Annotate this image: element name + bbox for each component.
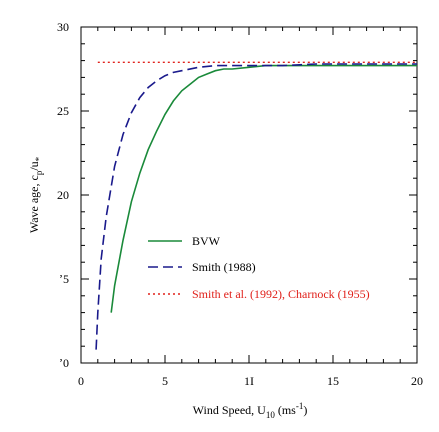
y-tick-label: 25 [57,104,69,118]
series-line-smith-1988 [95,63,417,350]
y-tick-label: ʼ5 [59,272,69,286]
x-axis-ticks: 0 5 1Ι 15 20 [78,27,423,388]
x-axis-label-unit: (ms [275,403,296,417]
x-axis-label-sup: -1 [296,401,304,411]
y-axis-label-mid: /u [27,161,41,170]
legend: BVW Smith (1988) Smith et al. (1992), Ch… [148,234,370,301]
x-axis-label: Wind Speed, U10 (ms-1) [193,401,308,420]
x-tick-label: 5 [162,374,168,388]
series-layer [95,61,417,350]
x-axis-label-text: Wind Speed, U [193,403,267,417]
y-tick-label: ʼ0 [59,356,69,370]
x-tick-label: 15 [327,374,339,388]
y-axis-label: Wave age, cp/u* [27,156,44,233]
x-axis-label-sub: 10 [266,410,276,420]
y-tick-label: 20 [57,188,69,202]
legend-label-bvw: BVW [192,234,221,248]
x-tick-label: 1Ι [244,374,254,388]
x-axis-label-unit-close: ) [303,403,307,417]
legend-label-smith-1992-charnock-1955: Smith et al. (1992), Charnock (1955) [192,287,370,301]
y-axis-label-sub2: * [34,156,44,161]
legend-label-smith-1988: Smith (1988) [192,260,256,274]
y-tick-label: 30 [57,20,69,34]
x-tick-label: 0 [78,374,84,388]
x-tick-label: 20 [411,374,423,388]
y-axis-label-text: Wave age, c [27,175,41,233]
y-axis-label-sub1: p [34,170,44,175]
y-axis-ticks: ʼ0 ʼ5 20 25 30 [57,20,417,370]
plot-frame [80,26,418,364]
series-line-bvw [110,64,417,313]
